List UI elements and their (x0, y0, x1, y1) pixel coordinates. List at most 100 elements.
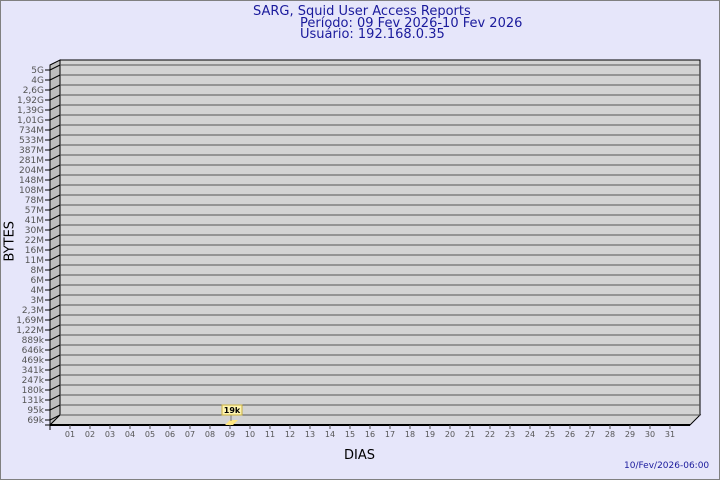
y-tick-label: 6M (31, 276, 45, 286)
x-tick-label: 30 (645, 430, 655, 439)
bar (225, 420, 238, 425)
gridline-side (49, 274, 61, 281)
x-tick-label: 07 (185, 430, 195, 439)
chart-title: SARG, Squid User Access Reports (253, 4, 471, 19)
x-tick-label: 28 (605, 430, 615, 439)
x-tick-label: 15 (345, 430, 355, 439)
gridline-side (49, 244, 61, 251)
y-tick-label: 2,3M (22, 306, 44, 316)
x-tick-label: 19 (425, 430, 435, 439)
gridline-side (49, 404, 61, 411)
x-tick-label: 12 (285, 430, 295, 439)
gridline-side (49, 324, 61, 331)
gridline-side (49, 154, 61, 161)
x-tick-label: 24 (525, 430, 535, 439)
y-tick-label: 5G (31, 66, 44, 76)
y-tick-label: 4G (31, 76, 44, 86)
gridline-side (49, 114, 61, 121)
gridline-side (49, 204, 61, 211)
y-tick-label: 57M (25, 206, 44, 216)
gridline-side (49, 374, 61, 381)
x-tick-label: 10 (245, 430, 255, 439)
x-tick-label: 31 (665, 430, 675, 439)
gridline-side (49, 194, 61, 201)
y-tick-label: 41M (25, 216, 44, 226)
y-tick-label: 889k (22, 336, 45, 346)
chart-period: Período: 09 Fev 2026-10 Fev 2026 (300, 16, 523, 31)
y-tick-label: 247k (22, 376, 45, 386)
y-tick-label: 95k (27, 406, 44, 416)
x-tick-label: 16 (365, 430, 375, 439)
x-tick-label: 23 (505, 430, 515, 439)
gridline-side (49, 214, 61, 221)
x-tick-label: 01 (65, 430, 75, 439)
y-tick-label: 16M (25, 246, 44, 256)
chart-user: Usuário: 192.168.0.35 (300, 27, 445, 42)
gridline-side (49, 124, 61, 131)
y-tick-label: 3M (31, 296, 45, 306)
data-label: 19k (224, 406, 241, 415)
y-tick-label: 8M (31, 266, 45, 276)
data-label-box (221, 404, 243, 416)
x-tick-label: 27 (585, 430, 595, 439)
x-tick-label: 14 (325, 430, 335, 439)
gridline-side (49, 134, 61, 141)
y-tick-label: 2,6G (23, 86, 44, 96)
gridline-side (49, 284, 61, 291)
timestamp: 10/Fev/2026-06:00 (624, 461, 710, 471)
gridline-side (49, 74, 61, 81)
gridline-side (49, 224, 61, 231)
gridline-side (49, 294, 61, 301)
x-tick-label: 18 (405, 430, 415, 439)
gridline-side (49, 334, 61, 341)
gridline-side (49, 254, 61, 261)
x-tick-label: 04 (125, 430, 135, 439)
x-tick-label: 13 (305, 430, 315, 439)
y-tick-label: 646k (22, 346, 45, 356)
y-tick-label: 204M (19, 166, 44, 176)
y-tick-label: 341k (22, 366, 45, 376)
x-tick-label: 11 (265, 430, 275, 439)
y-tick-label: 533M (19, 136, 44, 146)
y-tick-label: 69k (27, 416, 44, 426)
y-tick-label: 22M (25, 236, 44, 246)
gridline-side (49, 354, 61, 361)
gridline-side (49, 164, 61, 171)
y-tick-label: 1,22M (16, 326, 44, 336)
x-tick-label: 09 (225, 430, 235, 439)
x-tick-label: 25 (545, 430, 555, 439)
x-tick-label: 03 (105, 430, 115, 439)
y-tick-label: 469k (22, 356, 45, 366)
y-tick-label: 131k (22, 396, 45, 406)
y-tick-label: 1,92G (17, 96, 44, 106)
y-axis-label: BYTES (2, 220, 18, 262)
y-tick-label: 78M (25, 196, 44, 206)
y-tick-label: 108M (19, 186, 44, 196)
y-tick-label: 1,69M (16, 316, 44, 326)
x-tick-label: 06 (165, 430, 175, 439)
x-axis-label: DIAS (344, 448, 375, 463)
plot-back-wall (59, 59, 701, 416)
gridline-side (49, 234, 61, 241)
y-tick-label: 30M (25, 226, 44, 236)
x-tick-label: 02 (85, 430, 95, 439)
y-tick-label: 387M (19, 146, 44, 156)
y-tick-label: 1,39G (17, 106, 44, 116)
gridline-side (49, 264, 61, 271)
y-tick-label: 4M (31, 286, 45, 296)
gridline-side (49, 184, 61, 191)
gridline-side (49, 94, 61, 101)
x-tick-label: 05 (145, 430, 155, 439)
y-tick-label: 734M (19, 126, 44, 136)
gridline-side (49, 304, 61, 311)
gridline-side (49, 414, 61, 421)
x-tick-label: 08 (205, 430, 215, 439)
y-tick-label: 148M (19, 176, 44, 186)
gridline-side (49, 314, 61, 321)
gridline-side (49, 104, 61, 111)
y-tick-label: 1,01G (17, 116, 44, 126)
gridline-side (49, 144, 61, 151)
y-tick-label: 281M (19, 156, 44, 166)
plot-floor (48, 414, 702, 426)
gridline-side (49, 364, 61, 371)
